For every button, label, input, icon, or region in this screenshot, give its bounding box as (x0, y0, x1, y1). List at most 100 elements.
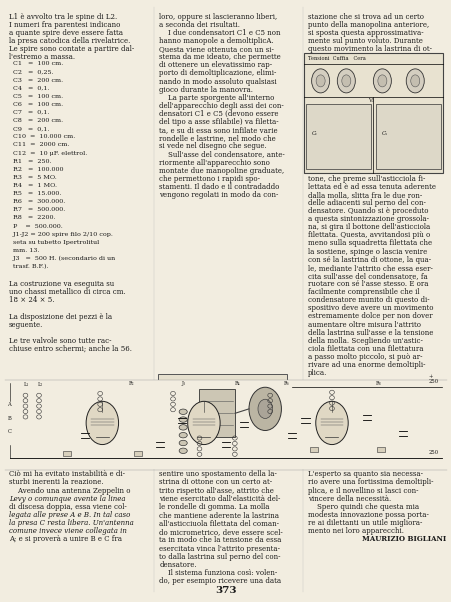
Circle shape (341, 75, 350, 87)
Ellipse shape (179, 409, 187, 414)
Text: P    =  500.000.: P = 500.000. (9, 223, 62, 229)
Circle shape (373, 69, 391, 93)
Text: vengono regolati in modo da con-: vengono regolati in modo da con- (159, 191, 278, 199)
FancyBboxPatch shape (133, 451, 142, 456)
Text: C: C (7, 429, 11, 434)
Text: Questa viene ottenuta con un si-: Questa viene ottenuta con un si- (159, 45, 274, 53)
Text: la presa catodica della rivelatrice.: la presa catodica della rivelatrice. (9, 37, 130, 45)
Text: di ottenere un elevatissimo rap-: di ottenere un elevatissimo rap- (159, 61, 272, 69)
Text: R₂: R₂ (129, 382, 134, 386)
FancyBboxPatch shape (309, 447, 318, 452)
Text: a questa sintonizzazione grossola-: a questa sintonizzazione grossola- (307, 215, 428, 223)
Text: rio avere una fortissima demoltipli-: rio avere una fortissima demoltipli- (307, 479, 433, 486)
Text: delle adiacenti sul perno del con-: delle adiacenti sul perno del con- (307, 199, 425, 207)
Text: plica, e il novellino si lasci con-: plica, e il novellino si lasci con- (307, 486, 418, 495)
Ellipse shape (179, 432, 187, 438)
Text: dalla molla, slitta fra le due ron-: dalla molla, slitta fra le due ron- (307, 191, 421, 199)
Text: C4   =  0,1.: C4 = 0,1. (9, 85, 49, 91)
Text: trasf. B.F.).: trasf. B.F.). (9, 264, 48, 269)
Text: La costruzione va eseguita su: La costruzione va eseguita su (9, 281, 114, 288)
Text: C12  =  10 μF. elettrol.: C12 = 10 μF. elettrol. (9, 150, 87, 155)
Text: dell'apparecchio degli assi dei con-: dell'apparecchio degli assi dei con- (159, 102, 283, 110)
Text: legata alle prese A e B. In tal caso: legata alle prese A e B. In tal caso (9, 511, 130, 519)
Text: Spero quindi che questa mia: Spero quindi che questa mia (307, 503, 418, 511)
Circle shape (410, 75, 419, 87)
Text: condensatore munito di questo di-: condensatore munito di questo di- (307, 296, 429, 304)
Text: B: B (7, 415, 11, 421)
Text: facilmente comprensibile che il: facilmente comprensibile che il (307, 288, 419, 296)
Text: sturbi inerenti la reazione.: sturbi inerenti la reazione. (9, 479, 103, 486)
Text: vincere della necessità.: vincere della necessità. (307, 495, 391, 503)
Text: questo movimento la lastrina di ot-: questo movimento la lastrina di ot- (307, 45, 431, 53)
Text: C10  =  10.000 cm.: C10 = 10.000 cm. (9, 134, 75, 139)
Text: strina di ottone con un certo at-: strina di ottone con un certo at- (159, 479, 272, 486)
Text: della lastrina sull'asse e la tensione: della lastrina sull'asse e la tensione (307, 329, 433, 337)
Text: chiuse entro schermi; anche la 56.: chiuse entro schermi; anche la 56. (9, 345, 132, 353)
Text: I numeri fra parentesi indicano: I numeri fra parentesi indicano (9, 21, 120, 29)
Text: R3   =  5 MO.: R3 = 5 MO. (9, 175, 56, 180)
Circle shape (405, 69, 423, 93)
Text: ruotare con sé l'asse stesso. È ora: ruotare con sé l'asse stesso. È ora (307, 280, 428, 288)
Text: R4   =  1 MO.: R4 = 1 MO. (9, 183, 57, 188)
Text: J₃: J₃ (181, 382, 185, 386)
Text: uno chassi metallico di circa cm.: uno chassi metallico di circa cm. (9, 288, 125, 296)
Text: stazione che si trova ad un certo: stazione che si trova ad un certo (307, 13, 423, 20)
Text: Sull'asse del condensatore, ante-: Sull'asse del condensatore, ante- (159, 150, 285, 158)
Text: rivare ad una enorme demoltipli-: rivare ad una enorme demoltipli- (307, 361, 424, 369)
FancyBboxPatch shape (5, 380, 446, 469)
Text: V₃: V₃ (368, 98, 373, 104)
Ellipse shape (179, 424, 187, 430)
Text: punto della manopolina anteriore,: punto della manopolina anteriore, (307, 21, 428, 29)
Text: con sé la lastrina di ottone, la qua-: con sé la lastrina di ottone, la qua- (307, 256, 430, 264)
Text: C11  =  2000 cm.: C11 = 2000 cm. (9, 143, 69, 147)
Text: meno sulla squadretta filettata che: meno sulla squadretta filettata che (307, 240, 431, 247)
Text: montate due manopoline graduate,: montate due manopoline graduate, (159, 167, 284, 175)
Text: del tipo a asse sfilabile) va filetta-: del tipo a asse sfilabile) va filetta- (159, 118, 278, 126)
Text: C8   =  200 cm.: C8 = 200 cm. (9, 118, 63, 123)
Circle shape (377, 75, 386, 87)
Text: tone, che preme sull'asticciola fi-: tone, che preme sull'asticciola fi- (307, 175, 424, 182)
Circle shape (336, 69, 354, 93)
Text: densatori C1 e C5 (devono essere: densatori C1 e C5 (devono essere (159, 110, 278, 118)
Text: l'estremo a massa.: l'estremo a massa. (9, 53, 75, 61)
Text: 250: 250 (428, 450, 438, 455)
Text: stema da me ideato, che permette: stema da me ideato, che permette (159, 53, 281, 61)
Text: Cₛ: Cₛ (381, 131, 387, 136)
Text: estremamente dolce per non dover: estremamente dolce per non dover (307, 312, 432, 320)
Text: la sostiene, spinge o lascia venire: la sostiene, spinge o lascia venire (307, 247, 426, 255)
FancyBboxPatch shape (63, 451, 71, 456)
Text: densatore. Quando si è proceduto: densatore. Quando si è proceduto (307, 207, 428, 215)
Text: Le spire sono contate a partire dal-: Le spire sono contate a partire dal- (9, 45, 134, 53)
Text: filettata. Questa, avvitandosi più o: filettata. Questa, avvitandosi più o (307, 231, 429, 240)
Text: hanno manopole a demoltiplicA.: hanno manopole a demoltiplicA. (159, 37, 273, 45)
Text: Levy o comunque avente la linea: Levy o comunque avente la linea (9, 495, 125, 503)
Text: A; e si proverà a unire B e C fra: A; e si proverà a unire B e C fra (9, 535, 121, 544)
Text: ciola filettata con una filettatura: ciola filettata con una filettatura (307, 345, 423, 353)
Text: Il sistema funziona così: volen-: Il sistema funziona così: volen- (159, 569, 277, 577)
Text: a passo molto piccolo, si può ar-: a passo molto piccolo, si può ar- (307, 353, 422, 361)
Text: L₂: L₂ (37, 382, 43, 387)
Text: R₈: R₈ (375, 382, 381, 386)
Ellipse shape (179, 440, 187, 445)
FancyBboxPatch shape (158, 374, 286, 446)
Text: Ciò mi ha evitato instabilità e di-: Ciò mi ha evitato instabilità e di- (9, 470, 124, 479)
Text: A: A (7, 402, 11, 408)
Text: stamenti. Il dado e il contradaddo: stamenti. Il dado e il contradaddo (159, 183, 279, 191)
Text: J1-J2 = 200 spire filo 2/10 cop.: J1-J2 = 200 spire filo 2/10 cop. (9, 232, 112, 237)
Text: Cᵥ: Cᵥ (311, 131, 317, 136)
Text: comune invece viene collegata in: comune invece viene collegata in (9, 527, 126, 535)
Text: R6   =  300.000.: R6 = 300.000. (9, 199, 65, 204)
Text: do, per esempio ricevere una data: do, per esempio ricevere una data (159, 577, 281, 585)
Text: plica.: plica. (307, 369, 327, 377)
Text: ta, e su di essa sono infilate varie: ta, e su di essa sono infilate varie (159, 126, 277, 134)
Text: 373: 373 (215, 586, 236, 595)
Text: C5   =  100 cm.: C5 = 100 cm. (9, 94, 63, 99)
Circle shape (315, 402, 347, 444)
Text: mm. 13.: mm. 13. (9, 248, 39, 253)
Text: R8   =  2200.: R8 = 2200. (9, 216, 55, 220)
Text: porto di demoltiplicazione, elimi-: porto di demoltiplicazione, elimi- (159, 69, 276, 78)
Ellipse shape (179, 448, 187, 453)
Text: le rondelle di gomma. La molla: le rondelle di gomma. La molla (159, 503, 269, 511)
Ellipse shape (179, 417, 187, 422)
Text: L₁: L₁ (23, 382, 28, 387)
